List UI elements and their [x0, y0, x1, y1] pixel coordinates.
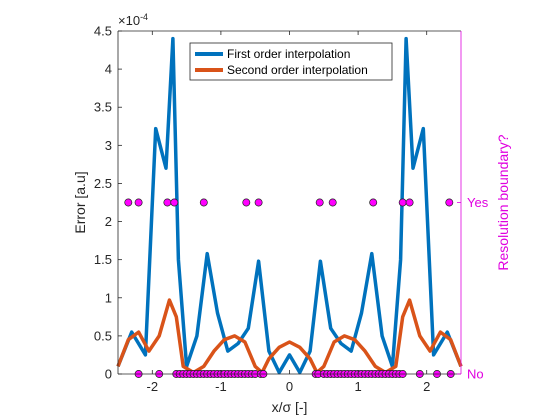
resolution-boundary-marker — [242, 198, 251, 207]
series-line-second-order — [116, 298, 463, 375]
y-tick-label: 4 — [105, 62, 112, 77]
y-tick-label: 2 — [105, 214, 112, 229]
x-tick-label: 2 — [423, 379, 430, 394]
resolution-boundary-marker — [328, 198, 337, 207]
resolution-boundary-marker — [254, 198, 263, 207]
x-tick-label: -2 — [147, 379, 159, 394]
y-tick-label: 1.5 — [94, 252, 112, 267]
y-tick-label: 0.5 — [94, 328, 112, 343]
resolution-boundary-marker — [398, 198, 407, 207]
resolution-boundary-marker — [199, 198, 208, 207]
y-tick-label: 3.5 — [94, 100, 112, 115]
right-axis-title: Resolution boundary? — [495, 134, 511, 270]
resolution-boundary-marker — [163, 198, 172, 207]
legend-label-second-order: Second order interpolation — [227, 63, 368, 77]
resolution-boundary-marker — [405, 198, 414, 207]
resolution-boundary-marker — [315, 198, 324, 207]
legend-label-first-order: First order interpolation — [227, 47, 350, 61]
resolution-boundary-marker — [124, 198, 133, 207]
y-axis-title: Error [a.u] — [72, 171, 88, 233]
y-tick-label: 2.5 — [94, 176, 112, 191]
x-tick-label: 1 — [354, 379, 361, 394]
legend-box — [189, 42, 393, 81]
resolution-boundary-marker — [170, 198, 179, 207]
series-layer — [116, 36, 463, 375]
y-tick-label: 1 — [105, 290, 112, 305]
tick-layer: -2 -1 0 1 2 0 0.5 1 1.5 2 2.5 3 3.5 4 4.5 No Yes — [94, 24, 489, 395]
y-tick-label: 3 — [105, 138, 112, 153]
resolution-boundary-marker — [134, 198, 143, 207]
resolution-boundary-marker — [445, 198, 454, 207]
x-tick-label: -1 — [215, 379, 227, 394]
y-tick-label: 0 — [105, 367, 112, 382]
series-line-first-order — [116, 36, 463, 375]
x-axis-title: x/σ [-] — [272, 399, 308, 415]
right-tick-label: Yes — [467, 195, 489, 210]
legend: First order interpolation Second order i… — [189, 42, 393, 81]
right-tick-label: No — [467, 367, 484, 382]
resolution-boundary-marker — [369, 198, 378, 207]
x-tick-label: 0 — [286, 379, 293, 394]
y-tick-label: 4.5 — [94, 24, 112, 39]
y-exponent-label: ×10-4 — [118, 12, 148, 28]
